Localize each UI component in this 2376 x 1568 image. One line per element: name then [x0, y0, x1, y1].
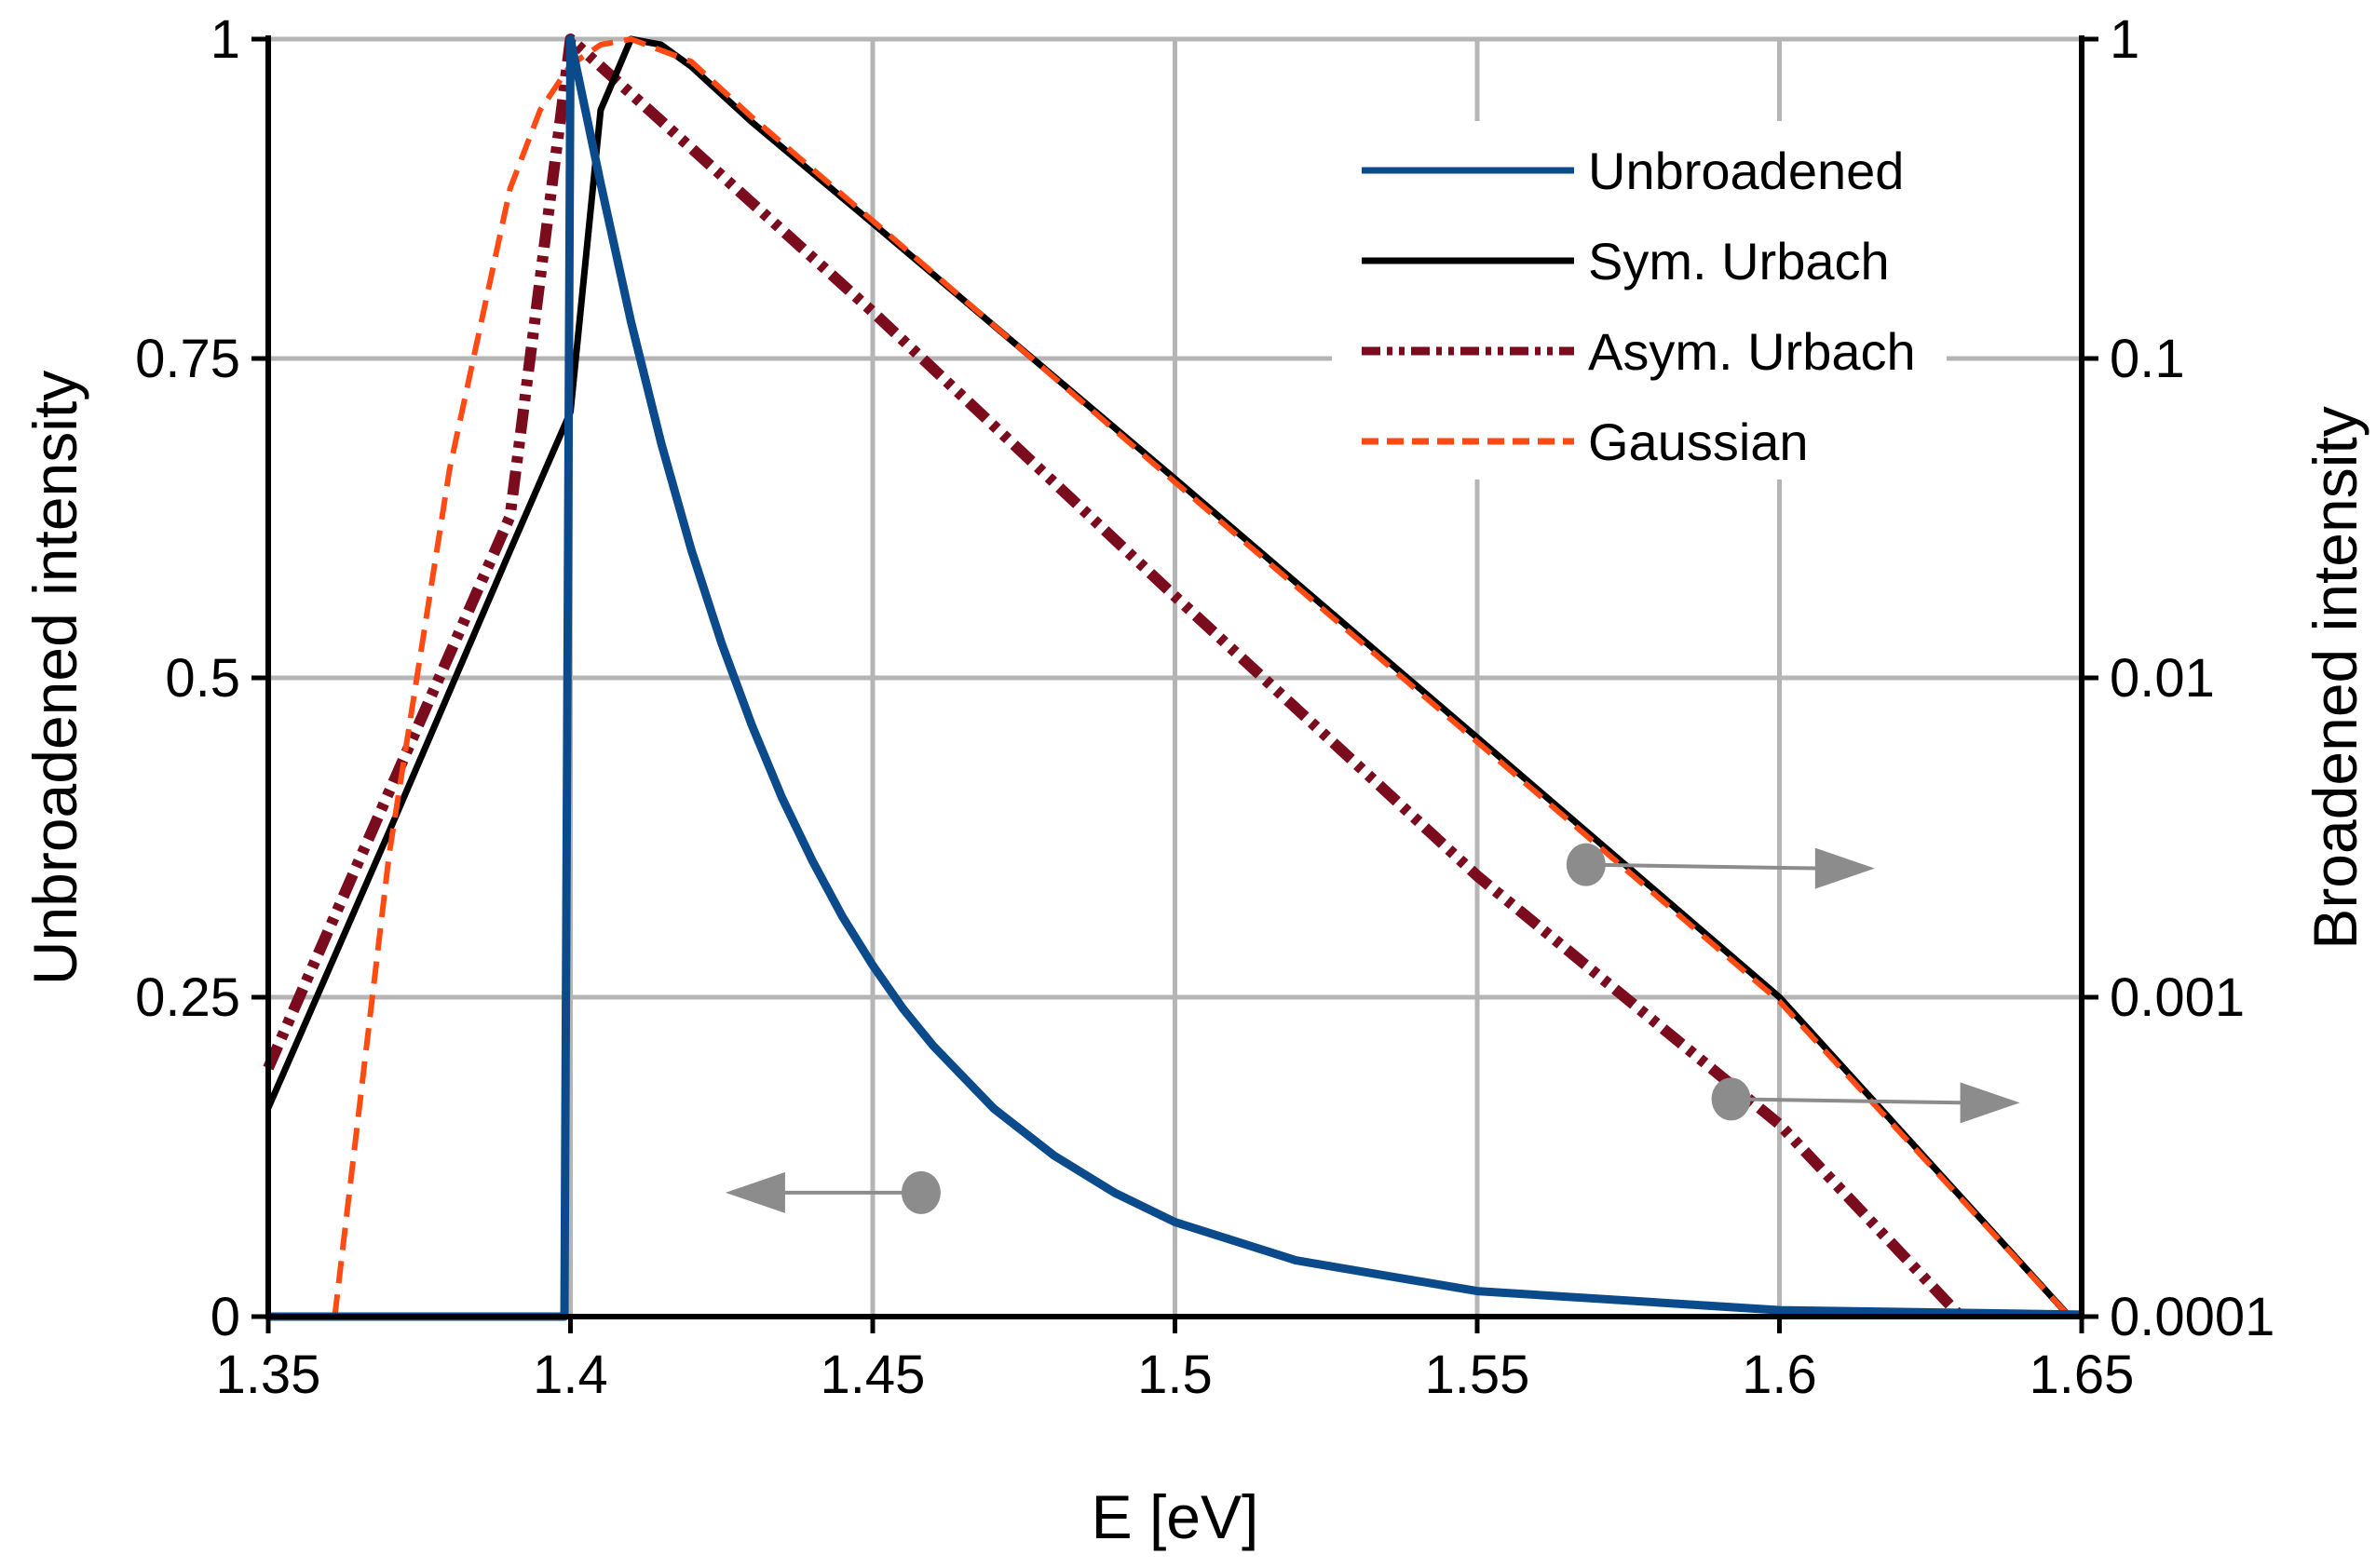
y-right-tick-label: 0.0001	[2110, 1287, 2274, 1347]
y-left-tick-label: 1	[210, 9, 240, 70]
legend-background	[1332, 121, 1947, 480]
x-tick-label: 1.55	[1425, 1345, 1530, 1405]
series-line-unbroadened	[268, 34, 2083, 1321]
legend-label: Sym. Urbach	[1588, 232, 1890, 291]
sym-urbach-axis-marker	[1566, 843, 1875, 889]
annotation-marker-dot	[1711, 1077, 1751, 1121]
axes: 1.35 1.4 1.45 1.5 1.55 1.6 1.65 0 0.25 0.5 0.75 1 0.…	[135, 9, 2274, 1405]
annotation-marker-dot	[1566, 843, 1606, 886]
annotation-arrow-head	[1814, 847, 1875, 889]
x-tick-label: 1.5	[1137, 1345, 1213, 1405]
legend-label: Asym. Urbach	[1588, 322, 1916, 381]
asym-urbach-axis-marker	[1711, 1077, 2020, 1124]
y-left-tick-label: 0.25	[135, 967, 240, 1028]
y-right-tick-label: 0.01	[2110, 648, 2215, 709]
annotation-marker-dot	[901, 1170, 941, 1214]
y-left-tick-label: 0.75	[135, 329, 240, 389]
x-tick-label: 1.35	[216, 1345, 321, 1405]
series-line-asym-urbach	[263, 34, 1965, 1321]
legend: Unbroadened Sym. Urbach Asym. Urbach Gaussi…	[1332, 121, 1947, 480]
annotation-arrow-shaft	[1731, 1097, 1968, 1105]
x-tick-label: 1.65	[2030, 1345, 2135, 1405]
series-layer	[263, 34, 2083, 1321]
legend-label: Unbroadened	[1588, 142, 1904, 200]
y-axis-left-title: Unbroadened intensity	[20, 371, 89, 985]
annotations-layer	[725, 843, 2020, 1214]
y-right-tick-label: 0.1	[2110, 329, 2185, 389]
annotation-arrow-head	[725, 1171, 785, 1213]
y-left-tick-label: 0	[210, 1287, 240, 1347]
x-tick-label: 1.6	[1742, 1345, 1817, 1405]
y-left-tick-label: 0.5	[165, 648, 240, 709]
y-right-tick-label: 1	[2110, 9, 2139, 70]
annotation-arrow-head	[1960, 1082, 2020, 1124]
legend-label: Gaussian	[1588, 412, 1809, 471]
x-tick-label: 1.45	[821, 1345, 926, 1405]
x-axis-title: E [eV]	[1092, 1482, 1259, 1551]
series-line-gaussian	[332, 36, 2072, 1319]
annotation-arrow-shaft	[1585, 862, 1823, 871]
x-tick-label: 1.4	[533, 1345, 608, 1405]
y-right-tick-label: 0.001	[2110, 967, 2245, 1028]
unbroadened-axis-marker	[725, 1170, 941, 1214]
y-axis-right-title: Broadened intensity	[2301, 406, 2369, 949]
